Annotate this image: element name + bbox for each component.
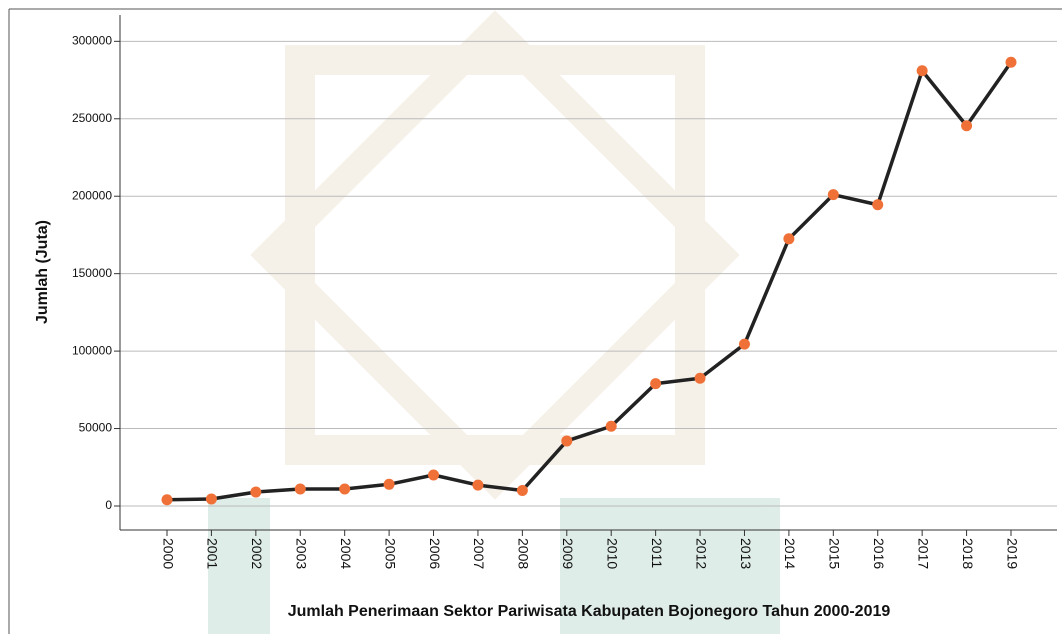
data-point bbox=[961, 120, 972, 131]
x-tick-label: 2018 bbox=[960, 538, 976, 569]
data-point bbox=[517, 485, 528, 496]
x-axis-title: Jumlah Penerimaan Sektor Pariwisata Kabu… bbox=[288, 603, 891, 620]
data-point bbox=[1006, 57, 1017, 68]
x-tick-label: 2019 bbox=[1004, 538, 1020, 569]
data-point bbox=[250, 487, 261, 498]
page: {"chart_data": { "type": "line", "x_labe… bbox=[0, 0, 1062, 634]
data-point bbox=[872, 199, 883, 210]
x-tick-label: 2001 bbox=[205, 538, 221, 569]
x-tick-label: 2009 bbox=[560, 538, 576, 569]
x-tick-label: 2015 bbox=[827, 538, 843, 569]
data-point bbox=[162, 494, 173, 505]
y-axis-title: Jumlah (Juta) bbox=[34, 220, 51, 324]
x-tick-label: 2007 bbox=[471, 538, 487, 569]
data-point bbox=[428, 470, 439, 481]
data-point bbox=[472, 480, 483, 491]
data-point bbox=[783, 233, 794, 244]
x-tick-label: 2010 bbox=[605, 538, 621, 569]
data-point bbox=[561, 435, 572, 446]
data-point bbox=[295, 483, 306, 494]
x-tick-label: 2002 bbox=[249, 538, 265, 569]
x-tick-label: 2004 bbox=[338, 538, 354, 569]
data-point bbox=[739, 339, 750, 350]
data-point bbox=[384, 479, 395, 490]
x-tick-label: 2013 bbox=[738, 538, 754, 569]
y-tick-label: 250000 bbox=[72, 111, 112, 125]
x-tick-label: 2012 bbox=[693, 538, 709, 569]
y-tick-label: 300000 bbox=[72, 34, 112, 48]
data-point bbox=[917, 65, 928, 76]
x-tick-label: 2011 bbox=[649, 538, 665, 568]
chart: Jumlah (Juta) Jumlah Penerimaan Sektor P… bbox=[0, 0, 1062, 634]
x-tick-label: 2000 bbox=[160, 538, 176, 569]
data-point bbox=[650, 378, 661, 389]
x-tick-label: 2014 bbox=[782, 538, 798, 569]
data-point bbox=[206, 494, 217, 505]
x-tick-label: 2003 bbox=[294, 538, 310, 569]
x-tick-label: 2005 bbox=[382, 538, 398, 569]
y-tick-label: 50000 bbox=[79, 421, 113, 435]
y-tick-label: 0 bbox=[105, 498, 112, 512]
x-tick-label: 2017 bbox=[915, 538, 931, 569]
data-point bbox=[606, 421, 617, 432]
data-point bbox=[695, 373, 706, 384]
data-point bbox=[828, 189, 839, 200]
y-tick-label: 100000 bbox=[72, 343, 112, 357]
y-tick-label: 200000 bbox=[72, 188, 112, 202]
x-tick-label: 2016 bbox=[871, 538, 887, 569]
data-point bbox=[339, 483, 350, 494]
y-tick-label: 150000 bbox=[72, 266, 112, 280]
x-tick-label: 2006 bbox=[427, 538, 443, 569]
x-tick-label: 2008 bbox=[516, 538, 532, 569]
